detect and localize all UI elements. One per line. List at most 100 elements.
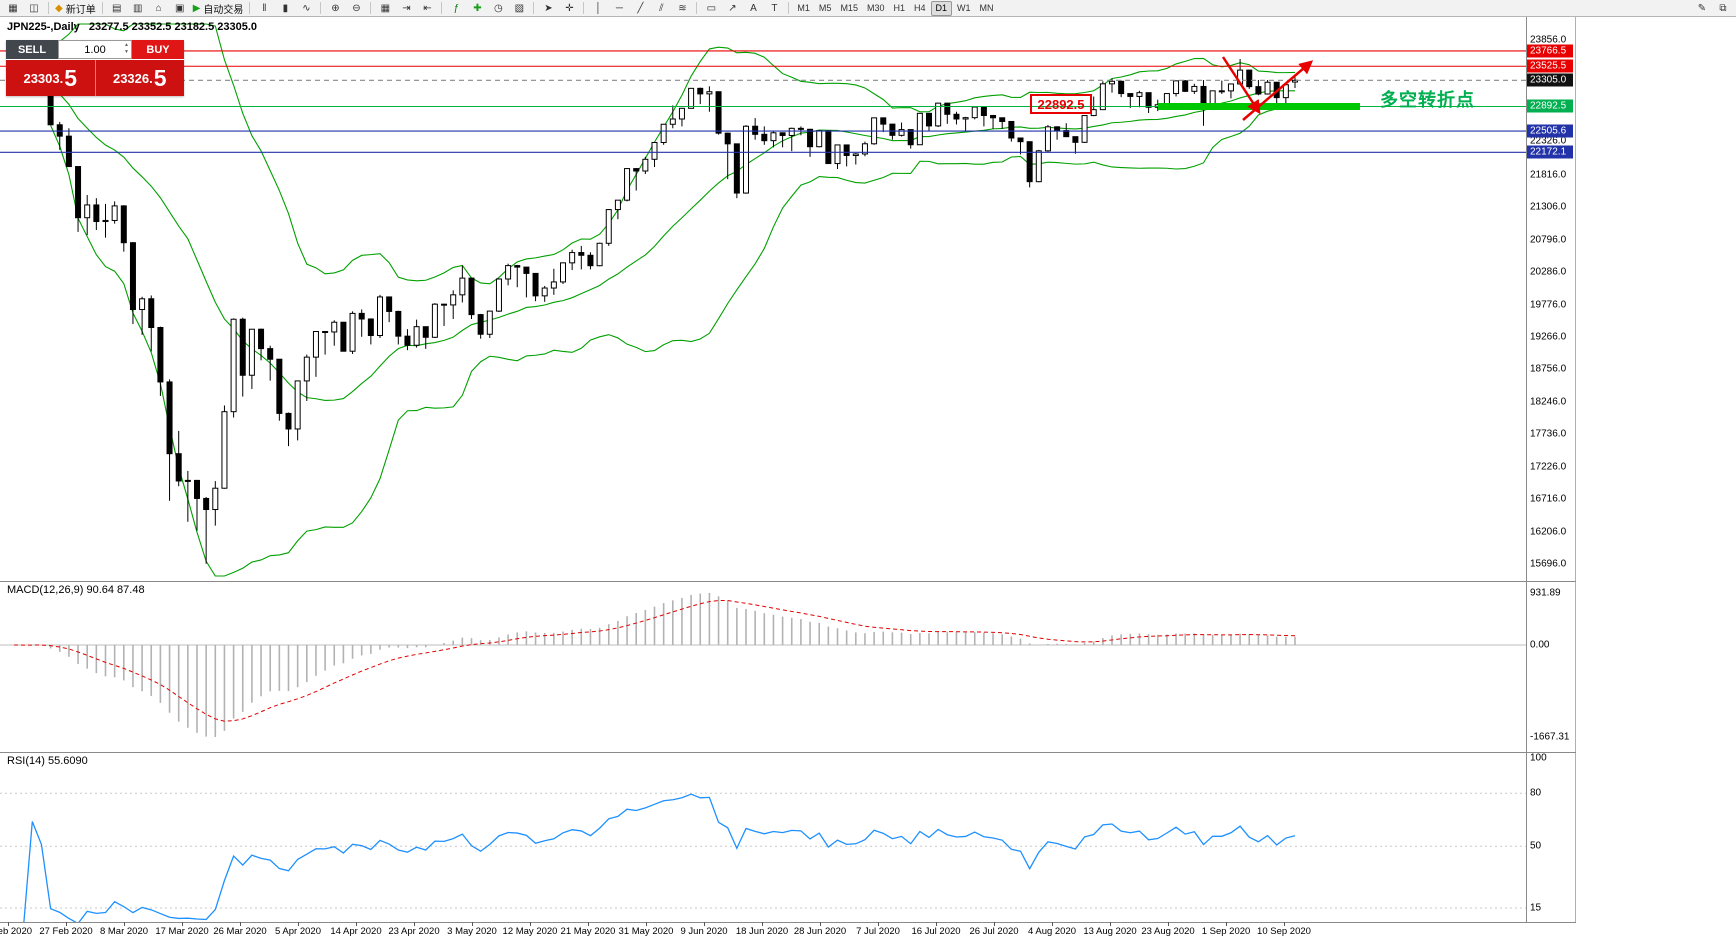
price-grid-label: 18756.0 [1530, 363, 1567, 375]
timeframe-d1[interactable]: D1 [930, 0, 953, 16]
turning-point-annotation[interactable]: 多空转折点 [1380, 90, 1475, 110]
macd-panel-divider[interactable] [0, 581, 1576, 582]
templates-icon[interactable]: ▧ [514, 2, 525, 14]
price-grid-label: 16716.0 [1530, 493, 1567, 505]
navigator-icon[interactable]: ⌂ [155, 2, 162, 14]
time-axis-tick [66, 922, 67, 926]
price-grid-label: 15696.0 [1530, 558, 1567, 570]
new-chart-icon[interactable]: ▦ [8, 2, 18, 14]
date-label: 8 Feb 2020 [0, 926, 33, 937]
toolbar-separator [441, 2, 443, 14]
horizontal-line-icon[interactable]: ─ [615, 2, 623, 14]
time-axis-tick [472, 922, 473, 926]
grid-icon[interactable]: ▦ [380, 2, 391, 14]
time-axis-tick [878, 922, 879, 926]
zoom-out-icon[interactable]: ⊖ [352, 2, 361, 14]
chart-shift-icon[interactable]: ⇤ [423, 2, 432, 14]
time-axis-tick [588, 922, 589, 926]
fibonacci-icon[interactable]: ≋ [678, 2, 687, 14]
toolbar-separator [696, 2, 698, 14]
toolbar-separator [249, 2, 251, 14]
text-icon[interactable]: A [750, 2, 757, 14]
auto-scroll-icon[interactable]: ⇥ [402, 2, 411, 14]
price-level-annotation[interactable]: 22892.5 [1030, 94, 1092, 114]
spin-up-icon[interactable]: ▲ [124, 42, 129, 48]
buy-price-display[interactable]: 23326. 5 [94, 60, 184, 96]
windows-icon[interactable]: ⧉ [1719, 2, 1727, 14]
indicators-icon[interactable]: ƒ [453, 2, 460, 14]
toolbar-separator [533, 2, 535, 14]
text-label-icon[interactable]: T [771, 2, 778, 14]
data-window-icon[interactable]: ▥ [132, 2, 143, 14]
draw-pencil-icon[interactable]: ✎ [1697, 2, 1707, 14]
timeframe-mn[interactable]: MN [979, 3, 994, 13]
shapes-icon[interactable]: ▭ [706, 2, 717, 14]
rsi-axis-label: 80 [1530, 787, 1542, 799]
time-axis-tick [414, 922, 415, 926]
zoom-in-icon[interactable]: ⊕ [331, 2, 340, 14]
sell-button[interactable]: SELL [6, 40, 58, 59]
buy-button[interactable]: BUY [132, 40, 184, 59]
volume-input[interactable]: 1.00 ▲ ▼ [58, 40, 132, 59]
date-label: 16 Jul 2020 [911, 926, 961, 937]
rsi-panel-divider[interactable] [0, 752, 1576, 753]
date-label: 27 Feb 2020 [39, 926, 93, 937]
date-label: 8 Mar 2020 [99, 926, 149, 937]
price-axis [1526, 17, 1575, 922]
price-grid-label: 22326.0 [1530, 135, 1567, 147]
add-indicator-icon[interactable]: ✚ [473, 2, 482, 14]
timeframe-m1[interactable]: M1 [797, 3, 810, 13]
date-label: 12 May 2020 [502, 926, 558, 937]
trendline-icon[interactable]: ╱ [637, 2, 644, 14]
timeframe-m15[interactable]: M15 [840, 3, 858, 13]
window-right-edge [1575, 17, 1576, 940]
time-axis-tick [994, 922, 995, 926]
date-label: 26 Jul 2020 [969, 926, 1019, 937]
timeframe-w1[interactable]: W1 [957, 3, 971, 13]
date-label: 4 Aug 2020 [1027, 926, 1077, 937]
chart-canvas[interactable] [0, 0, 1526, 923]
arrows-icon[interactable]: ↗ [728, 2, 737, 14]
timeframe-h4[interactable]: H4 [913, 3, 926, 13]
time-axis-tick [240, 922, 241, 926]
macd-axis-label: -1667.31 [1530, 731, 1570, 743]
candles-chart-icon[interactable]: ▮ [282, 2, 289, 14]
price-grid-label: 18246.0 [1530, 396, 1567, 408]
periods-icon[interactable]: ◷ [494, 2, 503, 14]
sell-price-display[interactable]: 23303. 5 [6, 60, 95, 96]
toolbar-separator [788, 2, 790, 14]
timeframe-m5[interactable]: M5 [818, 3, 832, 13]
volume-spinner[interactable]: ▲ ▼ [124, 42, 129, 56]
spin-down-icon[interactable]: ▼ [124, 49, 129, 55]
price-grid-label: 20796.0 [1530, 234, 1567, 246]
cursor-icon[interactable]: ➤ [544, 2, 553, 14]
timeframe-h1[interactable]: H1 [893, 3, 905, 13]
new-order-button[interactable]: ◆ 新订单 [55, 2, 96, 16]
crosshair-icon[interactable]: ✛ [565, 2, 574, 14]
volume-value: 1.00 [84, 43, 106, 56]
terminal-icon[interactable]: ▣ [174, 2, 185, 14]
price-grid-label: 20286.0 [1530, 266, 1567, 278]
profiles-icon[interactable]: ◫ [29, 2, 39, 14]
line-chart-icon[interactable]: ∿ [302, 2, 311, 14]
date-label: 14 Apr 2020 [330, 926, 382, 937]
bars-chart-icon[interactable]: ‖ [262, 2, 267, 14]
price-grid-label: 19266.0 [1530, 331, 1567, 343]
autotrading-button[interactable]: ▶ 自动交易 [192, 2, 244, 16]
vertical-line-icon[interactable]: │ [595, 2, 602, 14]
timeframe-m30[interactable]: M30 [866, 3, 885, 13]
price-badge: 23766.5 [1527, 44, 1573, 58]
toolbar-separator [583, 2, 585, 14]
market-watch-icon[interactable]: ▤ [111, 2, 122, 14]
channel-icon[interactable]: ⫽ [659, 2, 664, 14]
rsi-indicator-label: RSI(14) 55.6090 [7, 755, 88, 767]
time-axis-tick [1226, 922, 1227, 926]
rsi-axis-label: 50 [1530, 840, 1542, 852]
price-grid-label: 17226.0 [1530, 461, 1567, 473]
price-badge: 23305.0 [1527, 73, 1573, 87]
price-badge: 22172.1 [1527, 145, 1573, 159]
price-grid-label: 21306.0 [1530, 201, 1567, 213]
time-axis-tick [1052, 922, 1053, 926]
time-axis-tick [820, 922, 821, 926]
